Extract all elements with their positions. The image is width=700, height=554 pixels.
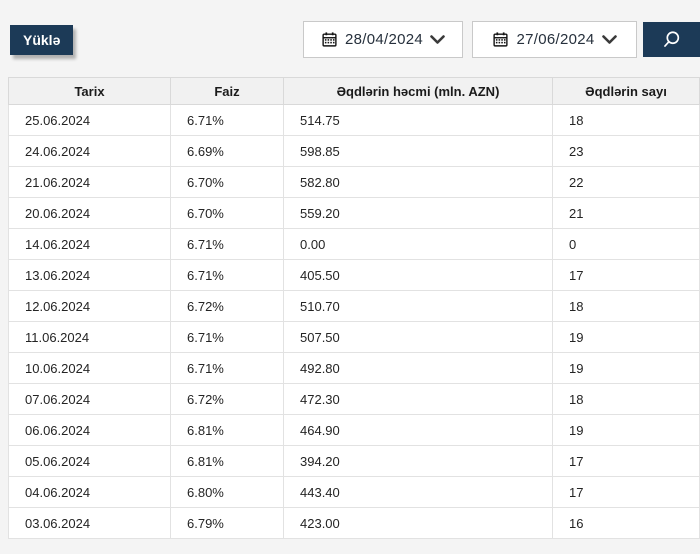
date-to-value: 27/06/2024 bbox=[516, 31, 594, 48]
cell-count: 19 bbox=[553, 353, 700, 384]
cell-rate: 6.81% bbox=[171, 446, 284, 477]
cell-rate: 6.80% bbox=[171, 477, 284, 508]
table-row: 03.06.20246.79%423.0016 bbox=[9, 508, 700, 539]
cell-volume: 423.00 bbox=[284, 508, 553, 539]
table-row: 13.06.20246.71%405.5017 bbox=[9, 260, 700, 291]
table-header-row: TarixFaizƏqdlərin həcmi (mln. AZN)Əqdlər… bbox=[9, 78, 700, 105]
cell-volume: 507.50 bbox=[284, 322, 553, 353]
cell-date: 11.06.2024 bbox=[9, 322, 171, 353]
cell-rate: 6.72% bbox=[171, 384, 284, 415]
cell-date: 10.06.2024 bbox=[9, 353, 171, 384]
date-from-value: 28/04/2024 bbox=[345, 31, 423, 48]
cell-rate: 6.72% bbox=[171, 291, 284, 322]
column-header-count: Əqdlərin sayı bbox=[553, 78, 700, 105]
cell-rate: 6.79% bbox=[171, 508, 284, 539]
cell-volume: 0.00 bbox=[284, 229, 553, 260]
cell-count: 18 bbox=[553, 384, 700, 415]
download-button[interactable]: Yüklə bbox=[10, 25, 73, 55]
cell-date: 21.06.2024 bbox=[9, 167, 171, 198]
chevron-down-icon bbox=[602, 35, 617, 45]
cell-volume: 582.80 bbox=[284, 167, 553, 198]
cell-count: 19 bbox=[553, 322, 700, 353]
cell-date: 20.06.2024 bbox=[9, 198, 171, 229]
table-row: 14.06.20246.71%0.000 bbox=[9, 229, 700, 260]
table-row: 20.06.20246.70%559.2021 bbox=[9, 198, 700, 229]
table-row: 21.06.20246.70%582.8022 bbox=[9, 167, 700, 198]
cell-date: 24.06.2024 bbox=[9, 136, 171, 167]
cell-rate: 6.81% bbox=[171, 415, 284, 446]
search-button[interactable] bbox=[643, 22, 700, 57]
column-header-rate: Faiz bbox=[171, 78, 284, 105]
date-to-picker[interactable]: 27/06/2024 bbox=[472, 21, 637, 58]
cell-date: 25.06.2024 bbox=[9, 105, 171, 136]
table-row: 25.06.20246.71%514.7518 bbox=[9, 105, 700, 136]
cell-volume: 443.40 bbox=[284, 477, 553, 508]
cell-date: 06.06.2024 bbox=[9, 415, 171, 446]
table-row: 06.06.20246.81%464.9019 bbox=[9, 415, 700, 446]
cell-date: 04.06.2024 bbox=[9, 477, 171, 508]
cell-rate: 6.69% bbox=[171, 136, 284, 167]
calendar-icon bbox=[492, 31, 509, 48]
column-header-date: Tarix bbox=[9, 78, 171, 105]
cell-date: 14.06.2024 bbox=[9, 229, 171, 260]
cell-rate: 6.71% bbox=[171, 353, 284, 384]
cell-count: 23 bbox=[553, 136, 700, 167]
cell-date: 13.06.2024 bbox=[9, 260, 171, 291]
cell-count: 18 bbox=[553, 291, 700, 322]
cell-volume: 472.30 bbox=[284, 384, 553, 415]
cell-count: 17 bbox=[553, 260, 700, 291]
chevron-down-icon bbox=[430, 35, 445, 45]
page: Yüklə 28/04/2024 bbox=[0, 0, 700, 554]
table-row: 05.06.20246.81%394.2017 bbox=[9, 446, 700, 477]
table-row: 07.06.20246.72%472.3018 bbox=[9, 384, 700, 415]
cell-rate: 6.71% bbox=[171, 105, 284, 136]
cell-rate: 6.70% bbox=[171, 167, 284, 198]
cell-date: 12.06.2024 bbox=[9, 291, 171, 322]
cell-volume: 514.75 bbox=[284, 105, 553, 136]
search-icon bbox=[661, 29, 682, 50]
cell-rate: 6.71% bbox=[171, 322, 284, 353]
cell-rate: 6.71% bbox=[171, 260, 284, 291]
cell-volume: 394.20 bbox=[284, 446, 553, 477]
calendar-icon bbox=[321, 31, 338, 48]
table-row: 04.06.20246.80%443.4017 bbox=[9, 477, 700, 508]
cell-date: 05.06.2024 bbox=[9, 446, 171, 477]
cell-volume: 464.90 bbox=[284, 415, 553, 446]
table-row: 24.06.20246.69%598.8523 bbox=[9, 136, 700, 167]
cell-date: 07.06.2024 bbox=[9, 384, 171, 415]
cell-count: 16 bbox=[553, 508, 700, 539]
cell-volume: 405.50 bbox=[284, 260, 553, 291]
cell-volume: 492.80 bbox=[284, 353, 553, 384]
table-body: 25.06.20246.71%514.751824.06.20246.69%59… bbox=[9, 105, 700, 539]
cell-volume: 510.70 bbox=[284, 291, 553, 322]
table-row: 12.06.20246.72%510.7018 bbox=[9, 291, 700, 322]
rates-table: TarixFaizƏqdlərin həcmi (mln. AZN)Əqdlər… bbox=[8, 77, 700, 539]
column-header-volume: Əqdlərin həcmi (mln. AZN) bbox=[284, 78, 553, 105]
date-from-picker[interactable]: 28/04/2024 bbox=[303, 21, 463, 58]
cell-rate: 6.71% bbox=[171, 229, 284, 260]
cell-count: 17 bbox=[553, 446, 700, 477]
cell-rate: 6.70% bbox=[171, 198, 284, 229]
table-row: 11.06.20246.71%507.5019 bbox=[9, 322, 700, 353]
cell-count: 22 bbox=[553, 167, 700, 198]
cell-count: 19 bbox=[553, 415, 700, 446]
cell-count: 0 bbox=[553, 229, 700, 260]
cell-count: 18 bbox=[553, 105, 700, 136]
cell-count: 17 bbox=[553, 477, 700, 508]
cell-volume: 598.85 bbox=[284, 136, 553, 167]
cell-date: 03.06.2024 bbox=[9, 508, 171, 539]
cell-volume: 559.20 bbox=[284, 198, 553, 229]
table-row: 10.06.20246.71%492.8019 bbox=[9, 353, 700, 384]
cell-count: 21 bbox=[553, 198, 700, 229]
